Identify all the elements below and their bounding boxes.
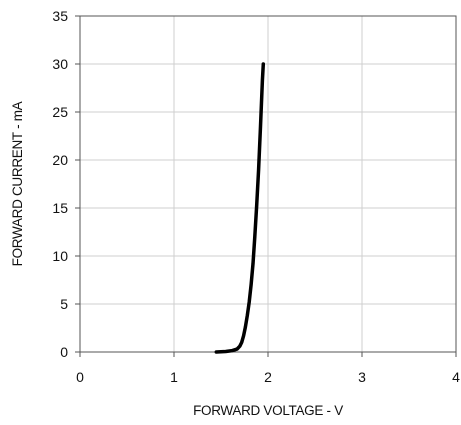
x-tick-label: 0 bbox=[76, 369, 84, 385]
y-tick-label: 25 bbox=[52, 104, 68, 120]
series bbox=[214, 62, 266, 354]
x-tick-label: 4 bbox=[452, 369, 460, 385]
x-tick-label: 2 bbox=[264, 369, 272, 385]
y-axis-title: FORWARD CURRENT - mA bbox=[10, 101, 25, 266]
y-tick-label: 5 bbox=[60, 296, 68, 312]
x-axis-title: FORWARD VOLTAGE - V bbox=[193, 403, 343, 418]
y-tick-label: 0 bbox=[60, 344, 68, 360]
y-tick-label: 10 bbox=[52, 248, 68, 264]
x-tick-label: 3 bbox=[358, 369, 366, 385]
y-tick-label: 30 bbox=[52, 56, 68, 72]
y-axis-ticks: 0 5 10 15 20 25 30 35 bbox=[52, 8, 80, 360]
y-tick-label: 35 bbox=[52, 8, 68, 24]
x-axis-ticks: 0 1 2 3 4 bbox=[76, 352, 460, 385]
x-tick-label: 1 bbox=[170, 369, 178, 385]
y-tick-label: 20 bbox=[52, 152, 68, 168]
grid bbox=[80, 16, 456, 352]
y-tick-label: 15 bbox=[52, 200, 68, 216]
series-line bbox=[214, 62, 266, 354]
